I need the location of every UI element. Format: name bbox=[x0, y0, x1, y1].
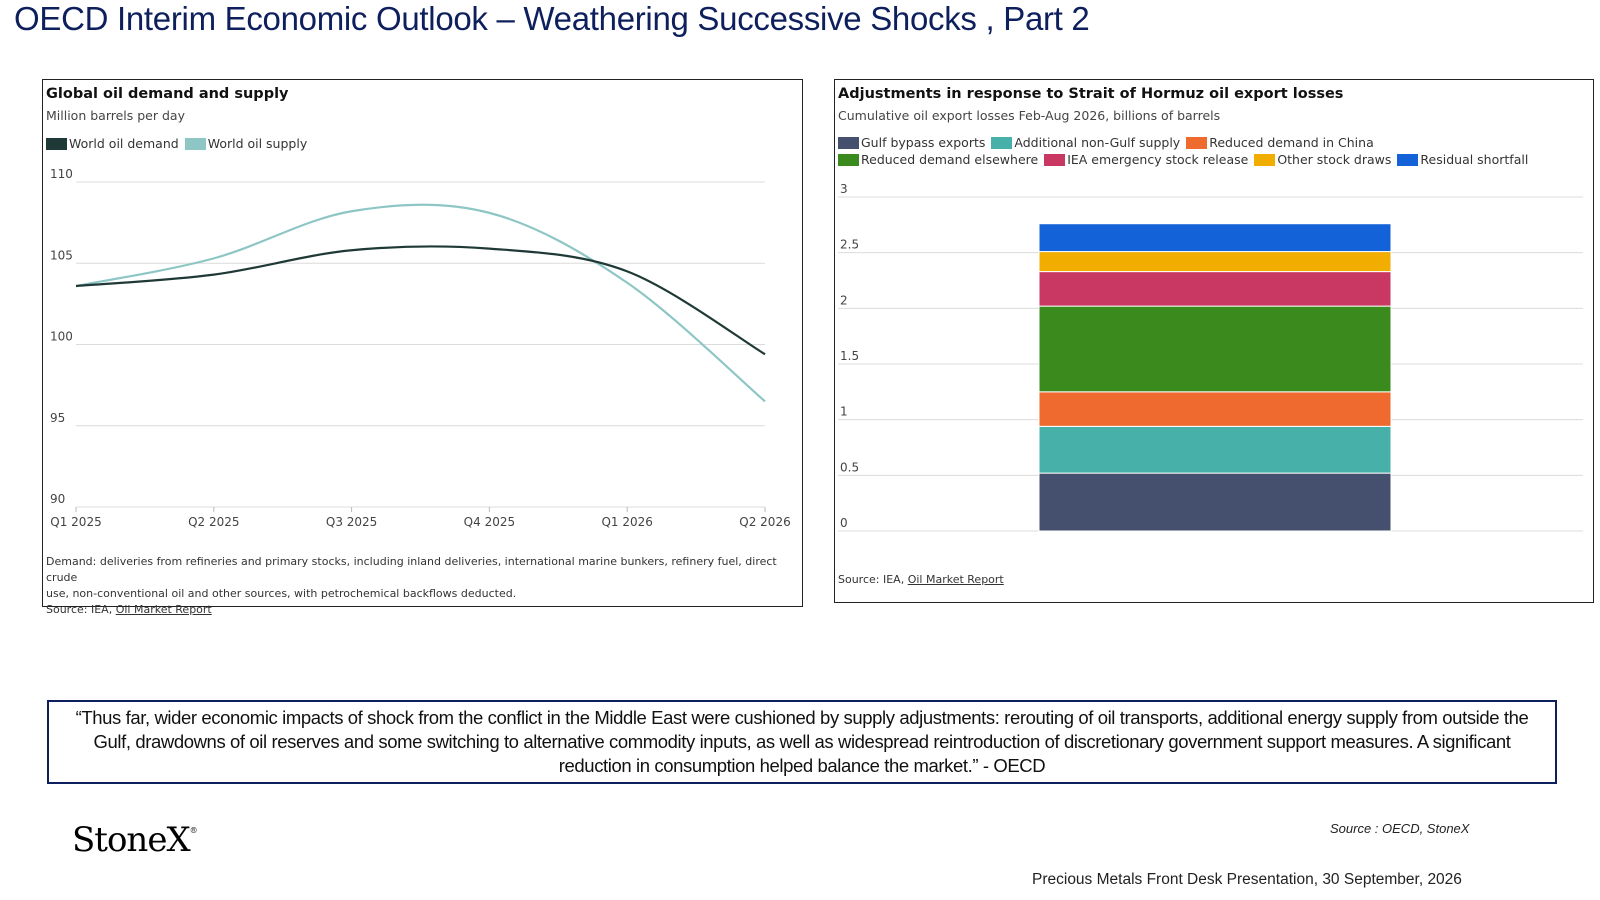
logo-text: StoneX bbox=[72, 820, 191, 860]
right-legend-item-6: Residual shortfall bbox=[1397, 152, 1528, 167]
footer-text: Precious Metals Front Desk Presentation,… bbox=[1032, 871, 1462, 888]
right-source-link[interactable]: Oil Market Report bbox=[907, 573, 1004, 586]
right-legend-label-4: IEA emergency stock release bbox=[1067, 152, 1249, 167]
left-x-tick-1: Q2 2025 bbox=[188, 515, 239, 529]
logo-registered-mark: ® bbox=[189, 826, 198, 835]
right-y-tick-1: 0.5 bbox=[840, 460, 859, 474]
left-chart-legend: World oil demand World oil supply bbox=[46, 136, 313, 151]
right-bar-segment-5 bbox=[1038, 251, 1392, 273]
right-stacked-bar-chart: 0 0.5 1 1.5 2 2.5 3 bbox=[838, 182, 1583, 532]
right-chart-note: Source: IEA, Oil Market Report bbox=[838, 572, 1004, 588]
right-legend-item-3: Reduced demand elsewhere bbox=[838, 152, 1038, 167]
left-legend-swatch-1 bbox=[184, 137, 206, 150]
right-legend-swatch-4 bbox=[1044, 153, 1066, 166]
right-y-tick-6: 3 bbox=[840, 182, 848, 196]
right-bar-segment-4 bbox=[1038, 271, 1392, 307]
right-legend-item-2: Reduced demand in China bbox=[1186, 135, 1374, 150]
right-y-tick-4: 2 bbox=[840, 293, 848, 307]
left-line-chart: 90 95 100 105 110 Q1 2025 Q2 2025 Q3 2025 Q4 202… bbox=[50, 168, 791, 529]
right-y-tick-0: 0 bbox=[840, 516, 848, 530]
left-legend-label-1: World oil supply bbox=[207, 136, 308, 151]
right-legend-swatch-5 bbox=[1254, 153, 1276, 166]
left-y-tick-0: 90 bbox=[50, 492, 65, 506]
right-bar-segment-0 bbox=[1038, 472, 1392, 532]
left-legend-item-1: World oil supply bbox=[184, 136, 308, 151]
left-legend-label-0: World oil demand bbox=[69, 136, 179, 151]
left-chart-title: Global oil demand and supply bbox=[46, 86, 289, 102]
source-note: Source : OECD, StoneX bbox=[1330, 821, 1470, 836]
page-title: OECD Interim Economic Outlook – Weatheri… bbox=[14, 0, 1090, 37]
left-series-line-0 bbox=[75, 245, 766, 356]
left-source-label: Source: IEA, bbox=[46, 603, 116, 616]
left-note-line1: Demand: deliveries from refineries and p… bbox=[46, 555, 777, 584]
right-legend-label-3: Reduced demand elsewhere bbox=[861, 152, 1039, 167]
right-legend-label-2: Reduced demand in China bbox=[1209, 135, 1374, 150]
right-y-tick-5: 2.5 bbox=[840, 238, 859, 252]
right-legend-item-4: IEA emergency stock release bbox=[1044, 152, 1248, 167]
right-legend-swatch-2 bbox=[1186, 136, 1208, 149]
right-legend-swatch-6 bbox=[1397, 153, 1419, 166]
left-series-line-1 bbox=[75, 203, 766, 403]
right-legend-row-0: Gulf bypass exports Additional non-Gulf s… bbox=[838, 135, 1380, 150]
right-legend-item-5: Other stock draws bbox=[1254, 152, 1391, 167]
right-legend-label-1: Additional non-Gulf supply bbox=[1014, 135, 1181, 150]
left-legend-item-0: World oil demand bbox=[46, 136, 179, 151]
right-bar-segment-6 bbox=[1038, 223, 1392, 253]
left-x-tick-2: Q3 2025 bbox=[326, 515, 377, 529]
right-legend-label-0: Gulf bypass exports bbox=[861, 135, 986, 150]
left-x-tick-5: Q2 2026 bbox=[739, 515, 790, 529]
left-y-tick-3: 105 bbox=[50, 248, 73, 262]
left-x-tick-3: Q4 2025 bbox=[464, 515, 515, 529]
left-x-tick-0: Q1 2025 bbox=[50, 515, 101, 529]
left-chart-subtitle: Million barrels per day bbox=[46, 108, 185, 123]
left-y-tick-2: 100 bbox=[50, 330, 73, 344]
left-note-line2: use, non-conventional oil and other sour… bbox=[46, 587, 517, 600]
left-x-tick-4: Q1 2026 bbox=[601, 515, 652, 529]
right-legend-row-1: Reduced demand elsewhere IEA emergency st… bbox=[838, 152, 1534, 167]
right-legend-swatch-0 bbox=[838, 136, 859, 149]
stonex-logo: StoneX® bbox=[72, 820, 198, 860]
right-legend-item-1: Additional non-Gulf supply bbox=[991, 135, 1180, 150]
right-legend-item-0: Gulf bypass exports bbox=[838, 135, 985, 150]
left-legend-swatch-0 bbox=[46, 137, 67, 150]
right-legend-swatch-1 bbox=[991, 136, 1013, 149]
right-y-tick-3: 1.5 bbox=[840, 349, 859, 363]
right-legend-swatch-3 bbox=[838, 153, 859, 166]
right-bar-segment-2 bbox=[1038, 391, 1392, 427]
right-legend-label-6: Residual shortfall bbox=[1420, 152, 1529, 167]
right-bar-segment-3 bbox=[1038, 305, 1392, 393]
left-y-tick-4: 110 bbox=[50, 168, 73, 181]
right-bar-segment-1 bbox=[1038, 425, 1392, 474]
oil-demand-supply-panel: Global oil demand and supply Million bar… bbox=[42, 79, 803, 616]
left-source-link[interactable]: Oil Market Report bbox=[115, 603, 212, 616]
hormuz-adjustments-panel: Adjustments in response to Strait of Hor… bbox=[834, 79, 1594, 603]
right-legend-label-5: Other stock draws bbox=[1277, 152, 1392, 167]
right-y-tick-2: 1 bbox=[840, 405, 848, 419]
left-chart-note: Demand: deliveries from refineries and p… bbox=[46, 554, 802, 618]
right-source-label: Source: IEA, bbox=[838, 573, 908, 586]
right-chart-title: Adjustments in response to Strait of Hor… bbox=[838, 86, 1344, 102]
oecd-quote-box: “Thus far, wider economic impacts of sho… bbox=[47, 700, 1557, 784]
left-y-tick-1: 95 bbox=[50, 411, 65, 425]
right-chart-subtitle: Cumulative oil export losses Feb-Aug 202… bbox=[838, 108, 1221, 123]
oecd-quote-text: “Thus far, wider economic impacts of sho… bbox=[75, 707, 1529, 776]
